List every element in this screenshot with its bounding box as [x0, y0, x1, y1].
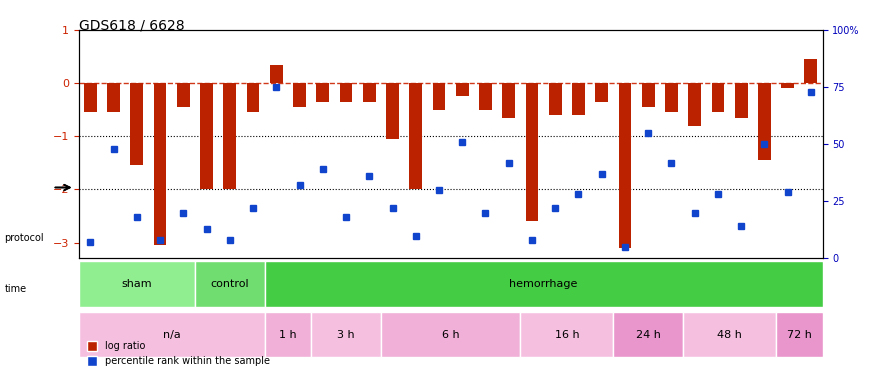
Bar — [781, 83, 794, 88]
Bar — [340, 83, 353, 102]
Bar — [293, 83, 306, 107]
FancyBboxPatch shape — [776, 312, 822, 357]
Bar — [223, 83, 236, 189]
Bar — [758, 83, 771, 160]
Bar — [386, 83, 399, 139]
Text: 3 h: 3 h — [337, 330, 355, 340]
Bar — [572, 83, 584, 115]
FancyBboxPatch shape — [312, 312, 381, 357]
Bar — [317, 83, 329, 102]
Bar — [177, 83, 190, 107]
Bar — [619, 83, 632, 248]
FancyBboxPatch shape — [79, 261, 195, 307]
Bar — [689, 83, 701, 126]
Bar — [502, 83, 515, 118]
Bar — [480, 83, 492, 110]
Text: 48 h: 48 h — [718, 330, 742, 340]
Bar — [804, 59, 817, 83]
Bar — [456, 83, 469, 96]
Text: 24 h: 24 h — [636, 330, 661, 340]
Text: n/a: n/a — [163, 330, 180, 340]
Bar — [526, 83, 538, 221]
Text: 16 h: 16 h — [555, 330, 579, 340]
Bar — [363, 83, 375, 102]
Bar — [130, 83, 144, 165]
Text: protocol: protocol — [4, 233, 44, 243]
Text: hemorrhage: hemorrhage — [509, 279, 578, 289]
FancyBboxPatch shape — [683, 312, 776, 357]
Text: sham: sham — [122, 279, 152, 289]
Bar — [200, 83, 213, 189]
Bar — [270, 64, 283, 83]
Text: GDS618 / 6628: GDS618 / 6628 — [79, 19, 185, 33]
FancyBboxPatch shape — [265, 261, 822, 307]
Bar — [84, 83, 97, 112]
FancyBboxPatch shape — [613, 312, 683, 357]
FancyBboxPatch shape — [79, 312, 265, 357]
Text: 6 h: 6 h — [442, 330, 459, 340]
Bar — [410, 83, 422, 189]
Bar — [108, 83, 120, 112]
Bar — [432, 83, 445, 110]
Text: control: control — [211, 279, 249, 289]
Text: 1 h: 1 h — [279, 330, 297, 340]
Bar — [711, 83, 724, 112]
Bar — [549, 83, 562, 115]
Bar — [154, 83, 166, 245]
FancyBboxPatch shape — [195, 261, 265, 307]
FancyBboxPatch shape — [381, 312, 521, 357]
FancyBboxPatch shape — [521, 312, 613, 357]
Legend: log ratio, percentile rank within the sample: log ratio, percentile rank within the sa… — [84, 338, 274, 370]
FancyBboxPatch shape — [265, 312, 312, 357]
Bar — [641, 83, 654, 107]
Text: 72 h: 72 h — [787, 330, 812, 340]
Bar — [595, 83, 608, 102]
Bar — [735, 83, 747, 118]
Bar — [665, 83, 678, 112]
Bar — [247, 83, 260, 112]
Text: time: time — [4, 284, 26, 294]
